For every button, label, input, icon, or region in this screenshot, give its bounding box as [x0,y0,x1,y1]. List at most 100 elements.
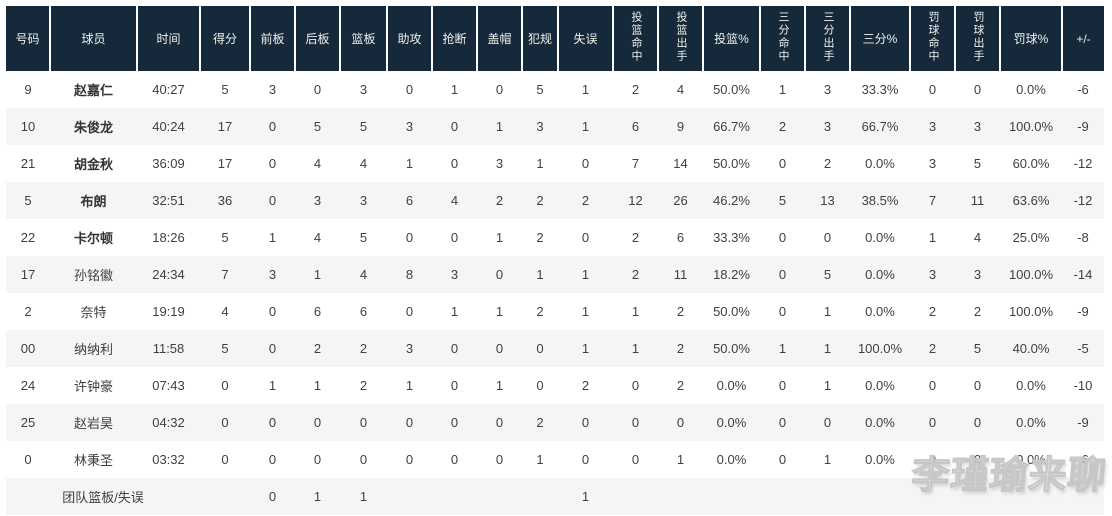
cell-fta: 3 [955,108,1000,145]
cell-tppct: 0.0% [850,441,910,478]
cell-stl: 0 [432,108,477,145]
column-header-pf: 犯规 [522,6,559,71]
cell-ast: 0 [387,404,432,441]
team-cell-tpa [805,478,850,515]
column-header-plusminus: +/- [1062,6,1104,71]
player-row: 25 赵岩昊 04:32 0 0 0 0 0 0 0 2 0 0 0 0.0% 0 0 0.0% 0 0 0.0% -9 [6,404,1104,441]
column-header-label: 抢断 [442,32,467,46]
player-name: 许钟豪 [50,367,137,404]
cell-tppct: 66.7% [850,108,910,145]
cell-blk: 1 [477,293,522,330]
cell-fga: 6 [658,219,703,256]
cell-oreb: 0 [250,330,295,367]
cell-fta: 0 [955,71,1000,108]
cell-pf: 1 [522,441,558,478]
cell-stl: 3 [432,256,477,293]
cell-number: 0 [6,441,50,478]
player-name: 布朗 [50,182,137,219]
cell-tov: 1 [558,293,613,330]
cell-dreb: 1 [295,256,340,293]
cell-number: 2 [6,293,50,330]
cell-plusminus: -14 [1062,256,1104,293]
cell-ftpct: 0.0% [1000,71,1062,108]
cell-time: 18:26 [137,219,200,256]
cell-fgpct: 0.0% [703,404,760,441]
cell-oreb: 1 [250,219,295,256]
team-cell-tppct [850,478,910,515]
cell-stl: 1 [432,293,477,330]
cell-ftpct: 100.0% [1000,293,1062,330]
cell-reb: 2 [340,367,387,404]
cell-dreb: 5 [295,108,340,145]
cell-time: 32:51 [137,182,200,219]
cell-plusminus: -9 [1062,404,1104,441]
team-cell-fga [658,478,703,515]
cell-dreb: 3 [295,182,340,219]
cell-tov: 0 [558,404,613,441]
team-cell-plusminus [1062,478,1104,515]
column-header-reb: 篮板 [340,6,388,71]
cell-tov: 1 [558,330,613,367]
cell-plusminus: -6 [1062,71,1104,108]
cell-time: 04:32 [137,404,200,441]
cell-pf: 5 [522,71,558,108]
player-row: 5 布朗 32:51 36 0 3 3 6 4 2 2 2 12 26 46.2% 5 13 38.5% 7 11 63… [6,182,1104,219]
player-row: 2 奈特 19:19 4 0 6 6 0 1 1 2 1 1 2 50.0% 0 1 0.0% 2 2 100.0% -9 [6,293,1104,330]
cell-tpa: 3 [805,108,850,145]
cell-dreb: 0 [295,404,340,441]
cell-fgm: 1 [613,330,658,367]
column-header-label: +/- [1076,31,1091,46]
cell-ftpct: 25.0% [1000,219,1062,256]
cell-tpm: 0 [760,219,805,256]
cell-points: 0 [200,404,250,441]
cell-tpm: 0 [760,404,805,441]
column-header-label: 罚球出手 [972,11,984,63]
cell-fga: 0 [658,404,703,441]
cell-fgm: 2 [613,256,658,293]
team-cell-points [200,478,250,515]
cell-ftm: 7 [910,182,955,219]
cell-plusminus: -12 [1062,145,1104,182]
cell-number: 25 [6,404,50,441]
cell-plusminus: -6 [1062,441,1104,478]
cell-ftm: 2 [910,293,955,330]
cell-fgm: 0 [613,367,658,404]
column-header-label: 三分% [862,32,898,46]
column-header-label: 投篮命中 [630,11,642,63]
cell-points: 4 [200,293,250,330]
cell-ast: 8 [387,256,432,293]
cell-fgm: 2 [613,71,658,108]
team-cell-reb: 1 [340,478,387,515]
cell-fgpct: 50.0% [703,145,760,182]
team-cell-tov: 1 [558,478,613,515]
column-header-ftm: 罚球命中 [910,6,956,71]
column-header-label: 罚球命中 [927,11,939,63]
cell-stl: 0 [432,367,477,404]
cell-fgm: 12 [613,182,658,219]
column-header-dreb: 后板 [295,6,341,71]
cell-oreb: 0 [250,145,295,182]
player-name: 林秉圣 [50,441,137,478]
cell-fgpct: 50.0% [703,293,760,330]
cell-blk: 0 [477,71,522,108]
cell-fgm: 0 [613,441,658,478]
column-header-tov: 失误 [558,6,614,71]
cell-pf: 2 [522,404,558,441]
column-header-blk: 盖帽 [477,6,523,71]
cell-ftm: 0 [910,367,955,404]
cell-tppct: 38.5% [850,182,910,219]
cell-tpm: 5 [760,182,805,219]
cell-ftm: 3 [910,108,955,145]
cell-blk: 0 [477,441,522,478]
cell-tppct: 0.0% [850,367,910,404]
cell-ftm: 3 [910,256,955,293]
team-cell-pf [522,478,558,515]
cell-ftpct: 63.6% [1000,182,1062,219]
cell-number: 21 [6,145,50,182]
cell-dreb: 0 [295,71,340,108]
cell-fga: 4 [658,71,703,108]
cell-ftm: 1 [910,219,955,256]
cell-time: 40:24 [137,108,200,145]
cell-fgpct: 0.0% [703,441,760,478]
